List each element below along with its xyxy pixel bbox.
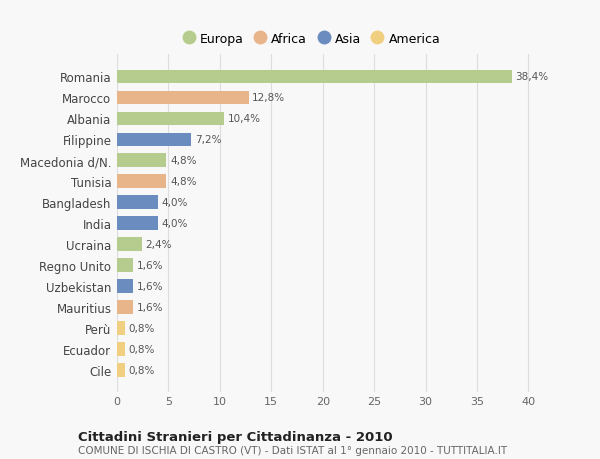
Text: 2,4%: 2,4% bbox=[145, 240, 172, 250]
Bar bbox=[117, 175, 166, 189]
Bar bbox=[117, 322, 125, 335]
Bar bbox=[117, 259, 133, 273]
Text: 1,6%: 1,6% bbox=[137, 302, 164, 313]
Text: 1,6%: 1,6% bbox=[137, 281, 164, 291]
Bar bbox=[117, 112, 224, 126]
Bar bbox=[117, 342, 125, 356]
Bar bbox=[117, 301, 133, 314]
Legend: Europa, Africa, Asia, America: Europa, Africa, Asia, America bbox=[182, 33, 440, 45]
Text: 7,2%: 7,2% bbox=[194, 135, 221, 145]
Bar bbox=[117, 280, 133, 293]
Text: 1,6%: 1,6% bbox=[137, 261, 164, 271]
Bar bbox=[117, 217, 158, 230]
Text: 0,8%: 0,8% bbox=[129, 324, 155, 333]
Bar bbox=[117, 154, 166, 168]
Bar bbox=[117, 364, 125, 377]
Text: 12,8%: 12,8% bbox=[252, 93, 286, 103]
Text: 4,0%: 4,0% bbox=[162, 198, 188, 208]
Bar bbox=[117, 238, 142, 252]
Bar bbox=[117, 196, 158, 210]
Text: 0,8%: 0,8% bbox=[129, 365, 155, 375]
Text: Cittadini Stranieri per Cittadinanza - 2010: Cittadini Stranieri per Cittadinanza - 2… bbox=[78, 431, 392, 443]
Text: 4,0%: 4,0% bbox=[162, 219, 188, 229]
Bar bbox=[117, 133, 191, 147]
Bar bbox=[117, 70, 512, 84]
Bar bbox=[117, 91, 248, 105]
Text: 0,8%: 0,8% bbox=[129, 344, 155, 354]
Text: COMUNE DI ISCHIA DI CASTRO (VT) - Dati ISTAT al 1° gennaio 2010 - TUTTITALIA.IT: COMUNE DI ISCHIA DI CASTRO (VT) - Dati I… bbox=[78, 445, 507, 455]
Text: 38,4%: 38,4% bbox=[515, 72, 548, 82]
Text: 4,8%: 4,8% bbox=[170, 156, 196, 166]
Text: 10,4%: 10,4% bbox=[227, 114, 260, 124]
Text: 4,8%: 4,8% bbox=[170, 177, 196, 187]
